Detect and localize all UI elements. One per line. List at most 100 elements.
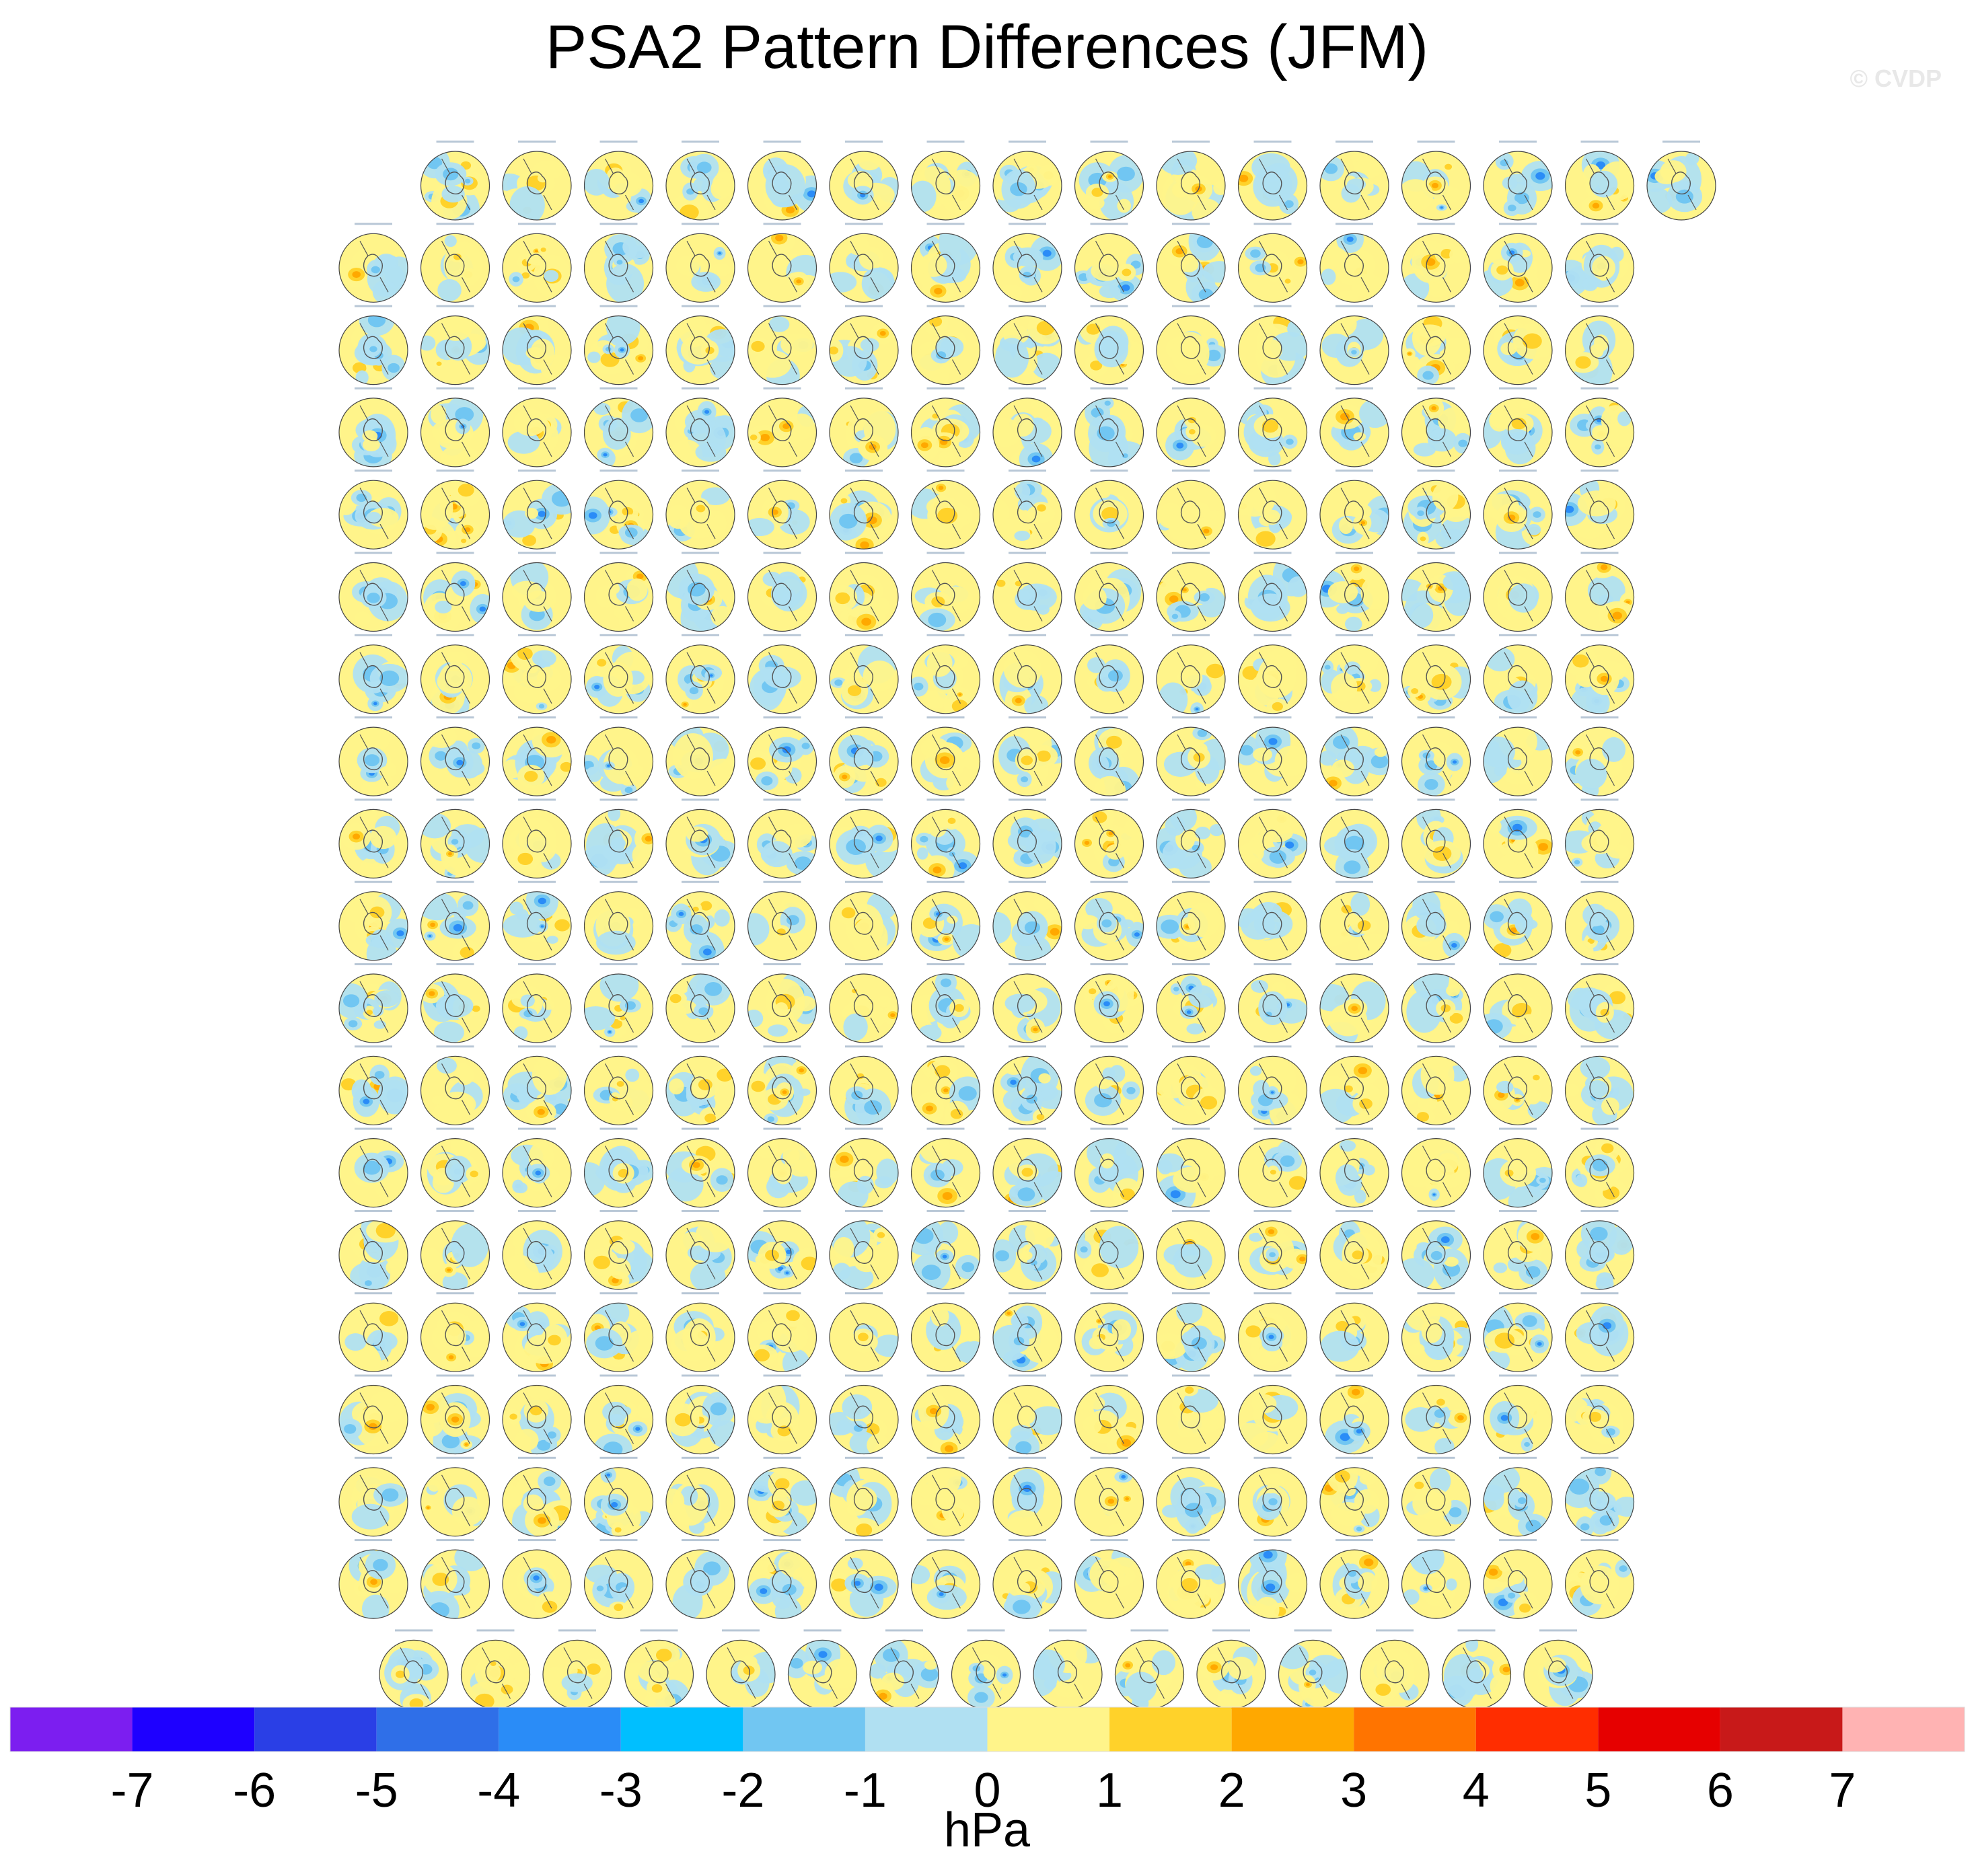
panel-caption <box>763 305 801 307</box>
panel-caption <box>1580 223 1619 225</box>
panel-caption <box>355 880 392 883</box>
panel-caption <box>1009 305 1046 307</box>
map-panel <box>1319 880 1389 961</box>
panel-caption <box>436 141 474 143</box>
panel-caption <box>1417 634 1455 636</box>
map-panel <box>992 716 1062 796</box>
map-panel <box>1074 880 1144 961</box>
map-panel <box>583 1539 654 1619</box>
map-panel <box>1483 305 1553 385</box>
map-panel <box>910 223 981 303</box>
panel-caption <box>518 387 556 389</box>
panel-caption <box>1090 470 1128 472</box>
map-panel <box>338 1045 408 1125</box>
panel-caption <box>763 634 801 636</box>
map-panel <box>1360 1629 1430 1709</box>
map-panel <box>747 963 817 1043</box>
map-panel <box>420 305 490 385</box>
panel-caption <box>1336 1539 1373 1542</box>
panel-caption <box>1417 141 1455 143</box>
map-panel <box>829 1539 899 1619</box>
panel-caption <box>436 305 474 307</box>
panel-caption <box>1009 470 1046 472</box>
map-panel <box>420 798 490 879</box>
panel-caption <box>1336 470 1373 472</box>
panel-caption <box>1336 552 1373 554</box>
map-panel <box>1401 141 1471 221</box>
map-panel <box>502 141 572 221</box>
map-panel <box>583 305 654 385</box>
panel-caption <box>1499 1374 1537 1377</box>
panel-caption <box>518 1045 556 1048</box>
map-panel <box>420 880 490 961</box>
panel-caption <box>1336 1045 1373 1048</box>
map-panel <box>665 223 735 303</box>
map-panel <box>583 634 654 714</box>
map-panel <box>502 798 572 879</box>
colorbar-tick-label: 3 <box>1340 1764 1367 1817</box>
map-panel <box>665 963 735 1043</box>
map-panel <box>583 1292 654 1372</box>
panel-caption <box>599 1209 638 1212</box>
map-panel <box>583 1374 654 1455</box>
panel-caption <box>1009 1209 1046 1212</box>
panel-caption <box>1253 1539 1292 1542</box>
map-panel <box>992 1539 1062 1619</box>
panel-caption <box>518 305 556 307</box>
map-panel <box>665 1127 735 1208</box>
colorbar-tick-label: 0 <box>974 1764 1000 1817</box>
map-panel <box>338 1456 408 1537</box>
map-panel <box>1564 1292 1635 1372</box>
panel-caption <box>926 1209 965 1212</box>
panel-caption <box>1253 634 1292 636</box>
panel-caption <box>640 1629 678 1632</box>
panel-caption <box>1336 387 1373 389</box>
panel-caption <box>845 1127 883 1130</box>
map-panel <box>747 1456 817 1537</box>
panel-caption <box>355 1292 392 1295</box>
panel-caption <box>436 634 474 636</box>
panel-caption <box>845 1539 883 1542</box>
map-panel <box>747 305 817 385</box>
panel-caption <box>763 1209 801 1212</box>
map-panel <box>747 223 817 303</box>
panel-caption <box>1499 1209 1537 1212</box>
map-panel <box>1401 1456 1471 1537</box>
panel-caption <box>1336 798 1373 801</box>
panel-caption <box>558 1629 596 1632</box>
map-panel <box>1483 634 1553 714</box>
panel-caption <box>1009 141 1046 143</box>
map-panel <box>747 1045 817 1125</box>
map-panel <box>1074 470 1144 550</box>
map-panel <box>583 387 654 467</box>
map-panel <box>747 1539 817 1619</box>
panel-caption <box>1009 552 1046 554</box>
map-panel <box>1237 716 1308 796</box>
panel-caption <box>1090 798 1128 801</box>
map-panel <box>1237 223 1308 303</box>
panel-caption <box>476 1629 515 1632</box>
colorbar-tick-label: 1 <box>1096 1764 1123 1817</box>
map-panel <box>1156 552 1226 632</box>
panel-caption <box>1580 141 1619 143</box>
map-panel <box>1156 880 1226 961</box>
panel-caption <box>1499 880 1537 883</box>
map-panel <box>1033 1629 1103 1709</box>
map-panel <box>1564 716 1635 796</box>
panel-caption <box>1336 880 1373 883</box>
panel-caption <box>599 634 638 636</box>
map-panel <box>379 1629 449 1709</box>
map-panel <box>1156 634 1226 714</box>
panel-caption <box>436 1045 474 1048</box>
panel-caption <box>518 716 556 719</box>
map-panel <box>583 716 654 796</box>
map-panel <box>910 1209 981 1290</box>
map-panel <box>910 1374 981 1455</box>
panel-caption <box>763 552 801 554</box>
colorbar-segment <box>1109 1707 1232 1752</box>
panel-caption <box>1336 1209 1373 1212</box>
panel-caption <box>845 634 883 636</box>
panel-caption <box>1090 141 1128 143</box>
panel-caption <box>599 305 638 307</box>
colorbar-segment <box>499 1707 621 1752</box>
